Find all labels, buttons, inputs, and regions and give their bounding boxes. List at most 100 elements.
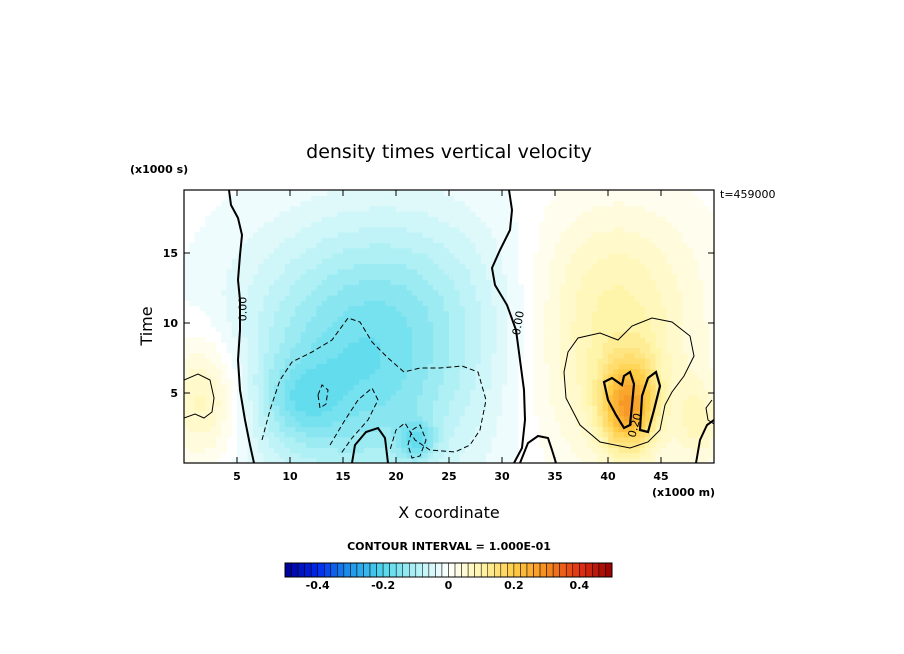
field-cell [210, 421, 217, 427]
field-cell [597, 442, 604, 448]
field-cell [486, 452, 492, 459]
field-cell [602, 305, 609, 312]
field-cell [586, 263, 593, 270]
field-cell [486, 442, 492, 448]
field-cell [205, 253, 212, 259]
field-cell [353, 452, 360, 459]
field-cell [237, 394, 243, 401]
field-cell [692, 211, 699, 217]
field-cell [358, 431, 365, 438]
field-cell [184, 394, 190, 401]
field-cell [364, 321, 371, 328]
field-cell [390, 200, 397, 207]
field-cell [242, 289, 249, 296]
field-cell [343, 426, 349, 433]
field-cell [332, 268, 339, 275]
field-cell [512, 274, 519, 280]
field-cell [449, 384, 455, 391]
field-cell [411, 373, 418, 380]
field-cell [390, 384, 397, 391]
colorbar-swatch [585, 562, 593, 578]
field-cell [295, 263, 302, 270]
field-cell [650, 331, 657, 338]
field-cell [586, 195, 593, 202]
field-cell [321, 442, 328, 448]
field-cell [475, 195, 482, 202]
field-cell [533, 347, 540, 354]
field-cell [385, 274, 392, 280]
field-cell [533, 352, 540, 359]
field-cell [321, 258, 328, 265]
field-cell [544, 237, 551, 244]
field-cell [539, 268, 545, 275]
field-cell [311, 352, 318, 359]
field-cell [443, 457, 450, 463]
field-cell [676, 457, 683, 463]
field-cell [443, 373, 450, 380]
field-cell [348, 373, 355, 380]
field-cell [311, 337, 318, 343]
field-cell [570, 310, 577, 317]
field-cell [311, 452, 318, 459]
field-cell [406, 347, 413, 354]
field-cell [199, 389, 206, 396]
field-cell [189, 268, 196, 275]
field-cell [237, 279, 243, 286]
colorbar-swatch [435, 562, 443, 578]
field-cell [221, 226, 227, 233]
field-cell [698, 337, 704, 343]
field-cell [305, 221, 312, 228]
field-cell [274, 436, 280, 443]
field-cell [390, 247, 397, 254]
field-cell [226, 289, 233, 296]
field-cell [708, 274, 714, 280]
field-cell [645, 326, 651, 333]
field-cell [390, 379, 397, 385]
field-cell [215, 279, 222, 286]
field-cell [380, 358, 386, 364]
field-cell [507, 431, 514, 438]
field-cell [247, 279, 254, 286]
field-cell [316, 221, 323, 228]
field-cell [258, 415, 265, 422]
field-cell [639, 216, 646, 223]
field-cell [205, 389, 212, 396]
field-cell [703, 394, 710, 401]
field-cell [650, 373, 657, 380]
field-cell [242, 447, 249, 454]
field-cell [480, 232, 487, 238]
field-cell [374, 216, 381, 223]
field-cell [374, 263, 381, 270]
field-cell [517, 326, 524, 333]
field-cell [454, 200, 461, 207]
field-cell [385, 447, 392, 454]
field-cell [602, 216, 609, 223]
field-cell [539, 400, 545, 406]
field-cell [226, 284, 233, 291]
field-cell [242, 457, 249, 463]
field-cell [576, 358, 583, 364]
field-cell [406, 305, 413, 312]
field-cell [613, 426, 620, 433]
x-tick-label: 5 [233, 470, 241, 483]
field-cell [655, 263, 662, 270]
field-cell [565, 457, 572, 463]
field-cell [252, 342, 259, 349]
field-cell [661, 316, 667, 322]
field-cell [337, 253, 344, 259]
field-cell [639, 373, 646, 380]
field-cell [502, 347, 508, 354]
colorbar-swatch [572, 562, 580, 578]
field-cell [353, 232, 360, 238]
field-cell [459, 379, 466, 385]
field-cell [321, 342, 328, 349]
x-axis-label: X coordinate [398, 503, 499, 522]
field-cell [369, 431, 376, 438]
field-cell [581, 363, 588, 370]
field-cell [205, 274, 212, 280]
field-cell [358, 379, 365, 385]
field-cell [390, 258, 397, 265]
field-cell [284, 452, 291, 459]
field-cell [602, 405, 609, 412]
field-cell [586, 274, 593, 280]
